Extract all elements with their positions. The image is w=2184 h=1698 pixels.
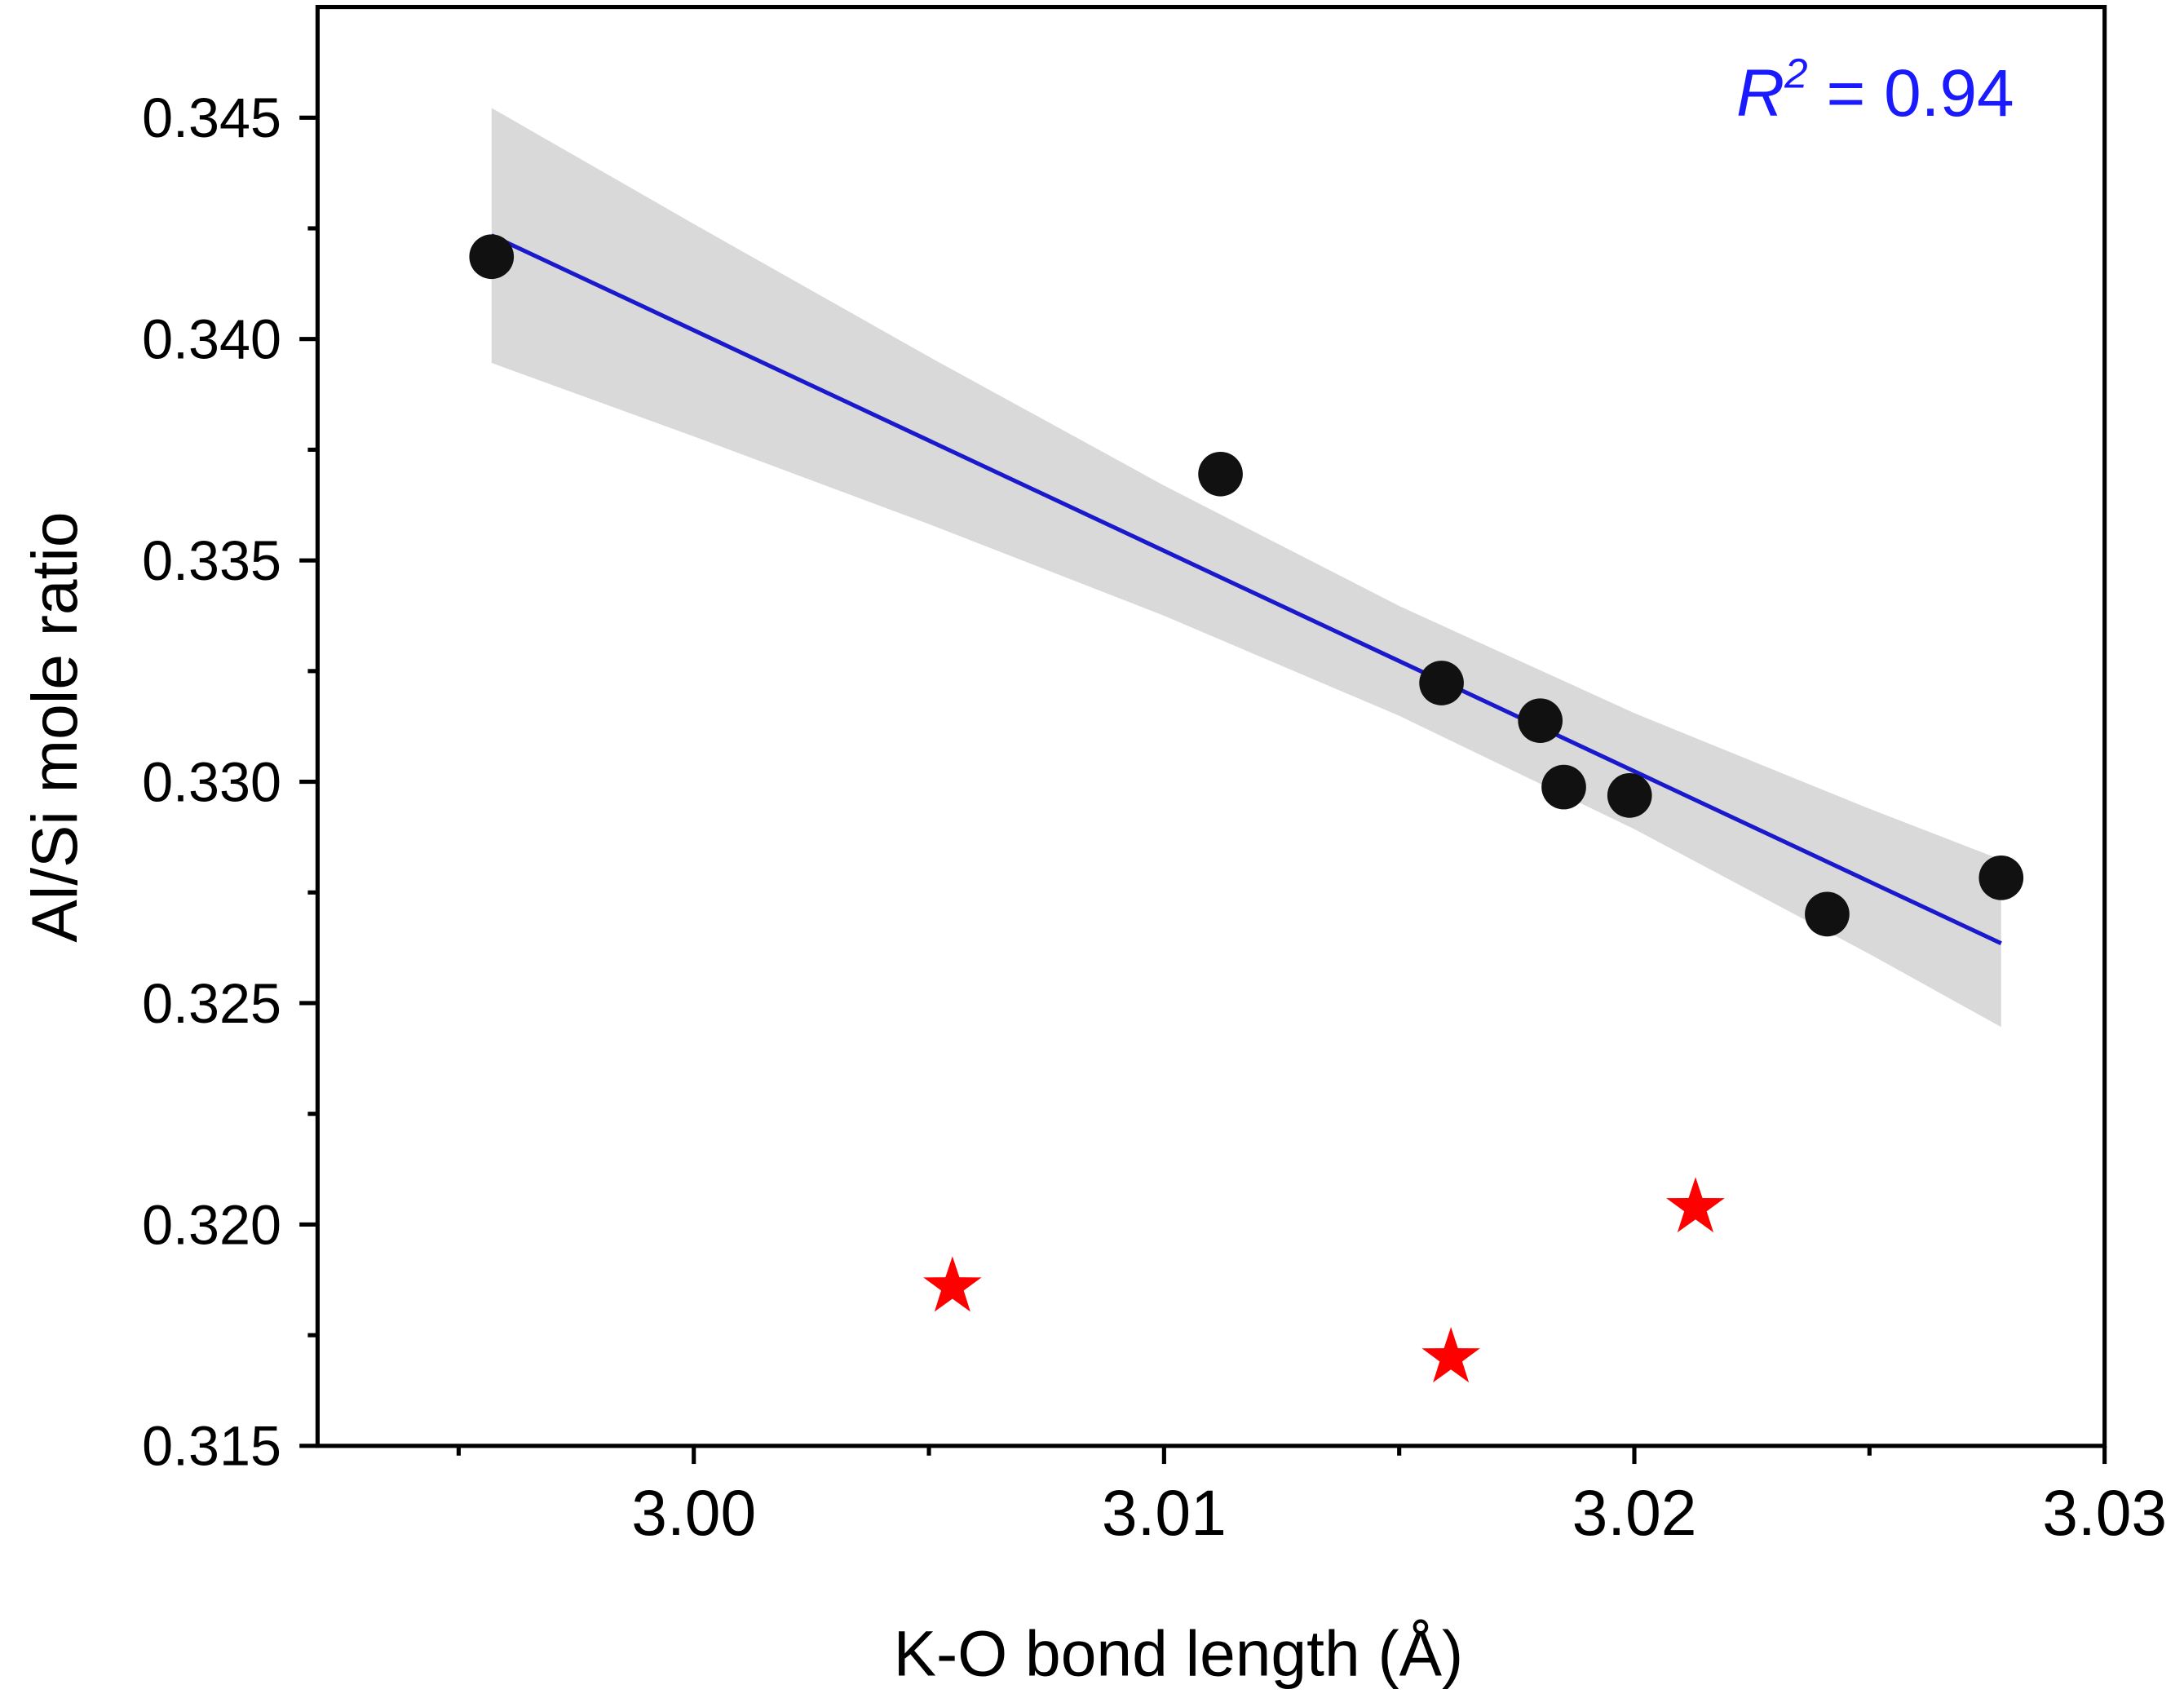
x-axis-label: K-O bond length (Å) (894, 1618, 1464, 1690)
r-label: R (1736, 56, 1784, 130)
data-point-circle (1419, 661, 1464, 705)
data-point-circle (1805, 891, 1850, 937)
plot-frame (315, 5, 2107, 1448)
confidence-band-layer (491, 108, 2001, 1028)
fit-line-layer (490, 233, 2002, 946)
data-point-circle (469, 234, 515, 280)
data-point-circle (1978, 856, 2024, 900)
data-point-circle (1607, 773, 1652, 818)
y-tick-label: 0.345 (142, 87, 281, 149)
r-squared-annotation: R2 = 0.94 (1736, 51, 2014, 130)
y-tick-label: 0.330 (142, 751, 281, 813)
axes-layer: 0.315 0.320 0.325 0.330 0.335 0.340 0.345 3.00 3… (142, 87, 2167, 1549)
x-tick-label: 3.00 (631, 1477, 756, 1549)
confidence-band (491, 108, 2001, 1028)
r-value: = 0.94 (1808, 56, 2014, 130)
data-point-star (1666, 1177, 1725, 1233)
data-point-circle (1541, 764, 1586, 810)
y-tick-label: 0.320 (142, 1194, 281, 1256)
data-point-star (923, 1256, 982, 1312)
x-tick-label: 3.03 (2042, 1477, 2167, 1549)
y-tick-label: 0.315 (142, 1416, 281, 1478)
x-tick-label: 3.01 (1102, 1477, 1227, 1549)
data-point-star (1421, 1327, 1480, 1383)
y-tick-label: 0.335 (142, 530, 281, 592)
x-tick-label: 3.02 (1572, 1477, 1697, 1549)
data-point-circle (1518, 698, 1563, 743)
fit-line (490, 233, 2002, 946)
data-point-circle (1198, 451, 1243, 497)
r-sup: 2 (1784, 51, 1808, 97)
y-axis-label: Al/Si mole ratio (19, 511, 91, 942)
points-layer (469, 234, 2024, 1383)
y-tick-label: 0.325 (142, 973, 281, 1035)
y-tick-label: 0.340 (142, 309, 281, 371)
